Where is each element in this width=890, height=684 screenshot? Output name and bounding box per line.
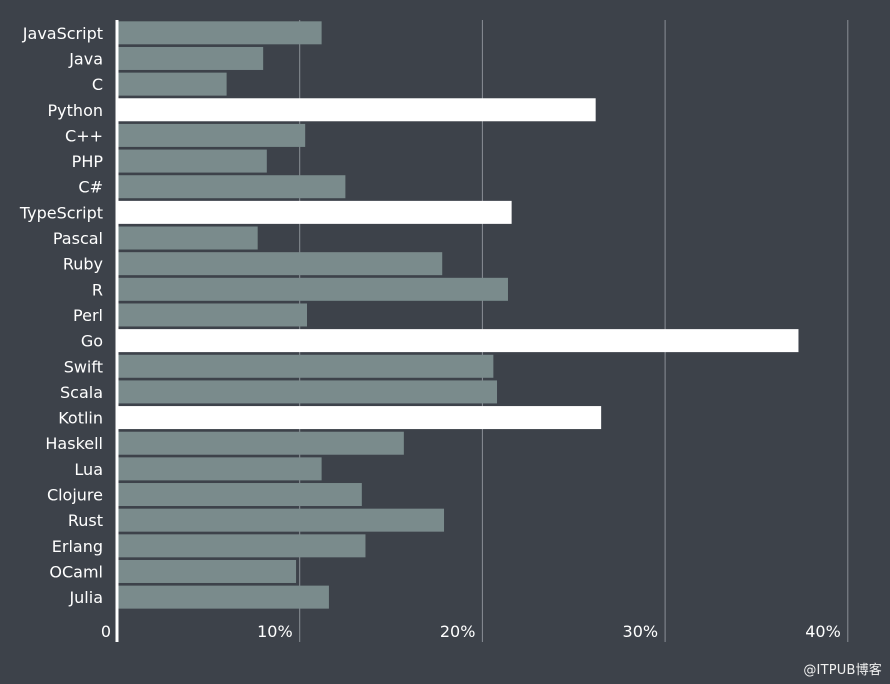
bar-c <box>117 72 227 96</box>
x-tick-label: 40% <box>805 622 841 641</box>
category-label: OCaml <box>49 562 103 581</box>
category-label: Haskell <box>45 434 103 453</box>
bar-r <box>117 277 508 301</box>
x-tick-label: 20% <box>440 622 476 641</box>
x-tick-label: 0 <box>101 622 111 641</box>
category-label: JavaScript <box>22 24 103 43</box>
category-label: Pascal <box>53 229 103 248</box>
bar-rust <box>117 508 445 532</box>
bar-typescript <box>117 200 512 224</box>
bar-kotlin <box>117 406 602 430</box>
x-tick-label: 10% <box>257 622 293 641</box>
category-label: Ruby <box>63 255 103 274</box>
bar-python <box>117 98 596 122</box>
category-label: R <box>92 280 103 299</box>
bar-swift <box>117 354 494 378</box>
category-label: Clojure <box>47 486 103 505</box>
bar-scala <box>117 380 498 404</box>
category-label: Python <box>48 101 103 120</box>
category-label: Erlang <box>52 537 103 556</box>
category-label: Rust <box>68 511 103 530</box>
category-label: TypeScript <box>19 203 103 222</box>
bar-pascal <box>117 226 258 250</box>
category-label: Perl <box>73 306 103 325</box>
x-tick-labels: 0 10% 20% 30% 40% <box>101 622 841 641</box>
watermark-text: @ITPUB博客 <box>803 663 882 678</box>
bar-ruby <box>117 252 443 276</box>
bar-php <box>117 149 267 173</box>
bar-javascript <box>117 21 322 45</box>
category-labels: JavaScript Java C Python C++ PHP C# TypeScript P… <box>19 24 104 607</box>
category-label: PHP <box>72 152 104 171</box>
category-label: Kotlin <box>58 409 103 428</box>
bar-go <box>117 329 799 353</box>
category-label: Scala <box>60 383 103 402</box>
bars <box>117 21 799 609</box>
category-label: C++ <box>65 126 103 145</box>
bar-c- <box>117 175 346 199</box>
category-label: Julia <box>68 588 103 607</box>
x-tick-label: 30% <box>623 622 659 641</box>
category-label: Swift <box>64 357 103 376</box>
bar-ocaml <box>117 559 297 583</box>
bar-julia <box>117 585 329 609</box>
category-label: C# <box>78 178 103 197</box>
category-label: C <box>92 75 103 94</box>
bar-haskell <box>117 431 404 455</box>
category-label: Go <box>81 332 103 351</box>
bar-java <box>117 46 264 70</box>
bar-lua <box>117 457 322 481</box>
category-label: Lua <box>74 460 103 479</box>
category-label: Java <box>68 49 103 68</box>
bar-perl <box>117 303 308 327</box>
bar-erlang <box>117 534 366 558</box>
bar-c- <box>117 123 306 147</box>
bar-clojure <box>117 483 362 507</box>
